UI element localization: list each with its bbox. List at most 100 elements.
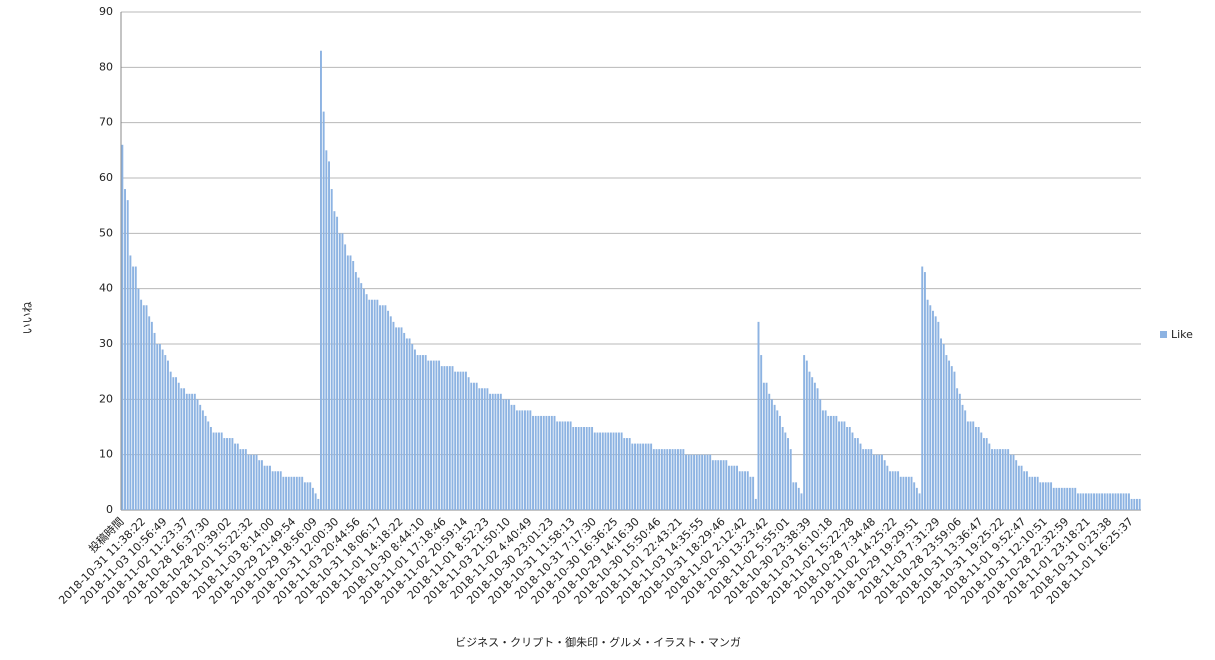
bar (247, 454, 250, 510)
bar (411, 344, 414, 510)
bar (169, 371, 172, 510)
bar (830, 415, 832, 510)
bar (870, 449, 873, 510)
bar (158, 344, 161, 510)
bar (191, 393, 194, 510)
bar (754, 498, 757, 510)
y-tick-label: 50 (99, 226, 113, 239)
bar (212, 432, 215, 510)
bar (1117, 493, 1120, 510)
y-tick-label: 70 (99, 116, 113, 129)
bar (277, 471, 279, 510)
bar (714, 460, 717, 510)
bar (907, 476, 910, 510)
bar (827, 415, 830, 510)
bar (180, 388, 183, 510)
bar (309, 482, 312, 510)
bar (950, 366, 953, 510)
bar (795, 482, 798, 510)
bar (145, 305, 148, 510)
bar (424, 355, 427, 510)
bar (671, 449, 674, 510)
bar (757, 321, 760, 510)
bar (1098, 493, 1101, 510)
bar (719, 460, 722, 510)
bar (486, 388, 489, 510)
bar (175, 377, 177, 510)
bar (921, 266, 924, 510)
bar (507, 399, 510, 510)
bar (569, 421, 572, 510)
bar (894, 471, 897, 510)
bar (1122, 493, 1125, 510)
bar (639, 443, 642, 510)
bar (1109, 493, 1112, 510)
bar (1034, 476, 1036, 510)
y-tick-label: 0 (106, 503, 113, 516)
bar (303, 482, 306, 510)
bar (532, 415, 534, 510)
bar (687, 454, 690, 510)
bar (121, 144, 124, 511)
bar (521, 410, 524, 510)
bar (1066, 487, 1069, 510)
bar (317, 498, 320, 510)
bar (851, 432, 854, 510)
bar (362, 288, 365, 510)
bar (1103, 493, 1106, 510)
bar (1111, 493, 1114, 510)
bar (430, 360, 432, 510)
bar (564, 421, 567, 510)
bar (438, 360, 441, 510)
bar (838, 421, 840, 510)
bar (392, 321, 395, 510)
bar (524, 410, 526, 510)
bar (650, 443, 653, 510)
bar (859, 443, 862, 510)
bar (741, 471, 744, 510)
bar (1058, 487, 1061, 510)
bar (333, 211, 336, 510)
bar (360, 283, 363, 510)
bar (1074, 487, 1077, 510)
bar (585, 427, 588, 510)
bar (701, 454, 704, 510)
bar (996, 449, 999, 510)
bar (1042, 482, 1044, 510)
bar (209, 427, 212, 510)
bar (341, 233, 344, 511)
bar (682, 449, 685, 510)
bar (846, 427, 849, 510)
bar (1017, 465, 1020, 510)
bar (473, 382, 475, 510)
bar (1133, 498, 1136, 510)
bar (295, 476, 298, 510)
bar (770, 399, 773, 510)
bar (207, 421, 210, 510)
bar (918, 493, 921, 510)
bar (499, 393, 502, 510)
bar (1007, 449, 1010, 510)
bar (542, 415, 545, 510)
bar (379, 305, 381, 510)
x-axis-title: ビジネス・クリプト・御朱印・グルメ・イラスト・マンガ (455, 635, 741, 649)
bar (338, 233, 341, 511)
bar (408, 338, 411, 510)
bar (269, 465, 271, 510)
bar (336, 216, 339, 510)
bar (172, 377, 175, 510)
bar (915, 487, 918, 510)
bar (717, 460, 720, 510)
bar (934, 316, 937, 510)
bar (787, 438, 789, 510)
bar (1079, 493, 1082, 510)
bar (126, 200, 129, 510)
bar (636, 443, 639, 510)
bar (1036, 476, 1039, 510)
bar (1009, 454, 1012, 510)
bar (164, 355, 167, 510)
bar (663, 449, 666, 510)
bar (805, 360, 808, 510)
bar (620, 432, 623, 510)
bar (977, 427, 980, 510)
